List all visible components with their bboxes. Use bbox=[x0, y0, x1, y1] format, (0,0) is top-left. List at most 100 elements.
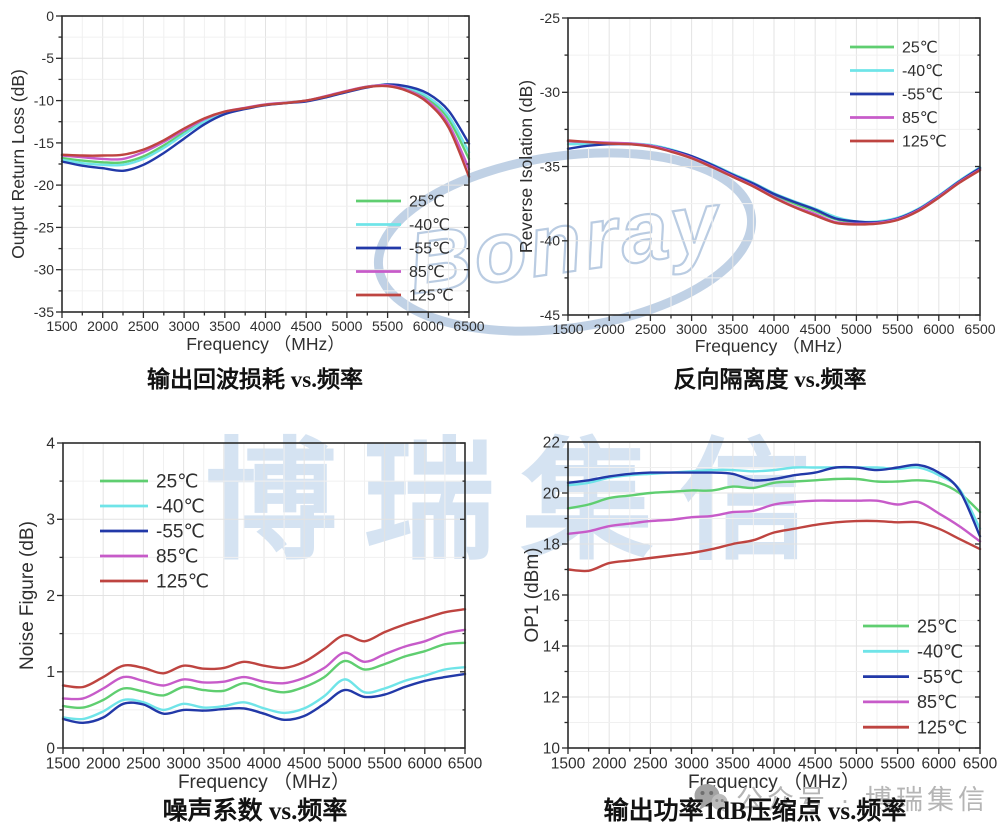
series-t85-line bbox=[61, 628, 467, 701]
x-tick-label: 3000 bbox=[169, 318, 200, 334]
legend-label-tm40: -40℃ bbox=[156, 497, 205, 518]
series-tm55-line bbox=[61, 672, 467, 725]
legend-label-t125: 125℃ bbox=[156, 572, 209, 593]
x-tick-label: 3500 bbox=[717, 321, 748, 337]
y-tick-label: -40 bbox=[540, 233, 560, 249]
series-lines bbox=[566, 463, 982, 573]
legend-item-t125: 125℃ bbox=[863, 718, 967, 738]
caption-noise-figure: 噪声系数 vs.频率 bbox=[162, 798, 348, 825]
y-tick-label: 4 bbox=[46, 435, 55, 452]
legend-label-tm40: -40℃ bbox=[409, 217, 450, 234]
legend-item-t85: 85℃ bbox=[850, 110, 938, 127]
tick-labels: 1500 2000 2500 3000 3500 4000 4500 5000 5500 6000… bbox=[34, 8, 485, 334]
caption-reverse-isolation: 反向隔离度 vs.频率 bbox=[673, 367, 867, 392]
x-axis-title: Frequency （MHz） bbox=[695, 336, 854, 356]
series-lines bbox=[566, 139, 982, 226]
series-lines bbox=[61, 608, 467, 725]
caption-output-return-loss: 输出回波损耗 vs.频率 bbox=[147, 367, 363, 392]
x-tick-label: 6500 bbox=[453, 318, 484, 334]
x-tick-label: 1500 bbox=[552, 321, 583, 337]
series-lines bbox=[60, 83, 471, 178]
series-t25-line bbox=[61, 641, 467, 710]
grid bbox=[63, 443, 465, 748]
x-tick-label: 6000 bbox=[922, 756, 957, 773]
x-tick-label: 5000 bbox=[331, 318, 362, 334]
legend-label-t25: 25℃ bbox=[409, 194, 445, 211]
x-tick-label: 2000 bbox=[592, 756, 627, 773]
x-tick-label: 2000 bbox=[86, 756, 121, 773]
legend-item-t25: 25℃ bbox=[850, 40, 938, 57]
series-tm40-line bbox=[566, 466, 982, 530]
legend-label-t25: 25℃ bbox=[917, 616, 957, 636]
y-tick-label: -30 bbox=[34, 262, 54, 278]
legend-item-tm55: -55℃ bbox=[850, 87, 943, 104]
legend-label-t25: 25℃ bbox=[156, 472, 198, 493]
chart-op1: 1500 2000 2500 3000 3500 4000 4500 5000 5500 6000… bbox=[522, 434, 998, 793]
series-tm40-line bbox=[61, 666, 467, 721]
y-axis-title: OP1 (dBm) bbox=[522, 547, 543, 642]
legend-item-t125: 125℃ bbox=[100, 572, 209, 593]
x-tick-label: 1500 bbox=[46, 756, 81, 773]
axis-ticks bbox=[57, 442, 466, 754]
logo-ellipse bbox=[373, 148, 757, 336]
y-tick-label: -20 bbox=[34, 177, 54, 193]
y-tick-label: 12 bbox=[543, 689, 560, 706]
y-axis-title: Noise Figure (dB) bbox=[17, 521, 38, 670]
legend-item-t125: 125℃ bbox=[356, 288, 454, 305]
legend-item-tm40: -40℃ bbox=[863, 642, 963, 662]
axis-ticks bbox=[562, 441, 981, 754]
legend-label-tm55: -55℃ bbox=[917, 667, 963, 687]
chart-reverse-isolation: 1500 2000 2500 3000 3500 4000 4500 5000 5500 6000… bbox=[516, 10, 996, 356]
x-tick-label: 5500 bbox=[882, 321, 913, 337]
legend-label-tm55: -55℃ bbox=[156, 522, 205, 543]
x-tick-label: 2000 bbox=[594, 321, 625, 337]
legend: 25℃ -40℃ -55℃ 85℃ 125℃ bbox=[863, 616, 967, 738]
axis-ticks bbox=[56, 15, 470, 318]
x-tick-label: 2000 bbox=[87, 318, 118, 334]
x-tick-label: 4000 bbox=[757, 756, 792, 773]
legend-item-t25: 25℃ bbox=[863, 616, 957, 636]
series-t125-line bbox=[61, 608, 467, 689]
y-tick-label: -15 bbox=[34, 135, 54, 151]
y-tick-label: 18 bbox=[543, 536, 560, 553]
legend: 25℃ -40℃ -55℃ 85℃ 125℃ bbox=[356, 194, 454, 305]
x-tick-label: 4000 bbox=[758, 321, 789, 337]
legend-item-tm40: -40℃ bbox=[100, 497, 205, 518]
grid bbox=[568, 18, 980, 315]
x-tick-label: 5500 bbox=[880, 756, 915, 773]
legend-label-t85: 85℃ bbox=[902, 110, 938, 127]
footer-watermark: 公众号 · 博瑞集信 bbox=[694, 778, 989, 817]
x-axis-title: Frequency （MHz） bbox=[186, 334, 345, 354]
legend-label-t125: 125℃ bbox=[917, 718, 967, 738]
y-tick-label: 16 bbox=[543, 587, 560, 604]
legend-label-tm40: -40℃ bbox=[902, 63, 943, 80]
caption-op1: 输出功率1dB压缩点 vs.频率 bbox=[603, 798, 907, 825]
bonray-logo-watermark: Bonray bbox=[373, 148, 757, 336]
x-tick-label: 5000 bbox=[841, 321, 872, 337]
x-tick-label: 5000 bbox=[839, 756, 874, 773]
series-t85-line bbox=[566, 499, 982, 543]
x-tick-label: 4500 bbox=[798, 756, 833, 773]
x-tick-label: 1500 bbox=[551, 756, 586, 773]
y-tick-label: -5 bbox=[42, 50, 55, 66]
legend: 25℃ -40℃ -55℃ 85℃ 125℃ bbox=[100, 472, 209, 593]
legend-label-t125: 125℃ bbox=[409, 288, 454, 305]
y-tick-label: 0 bbox=[46, 8, 54, 24]
y-tick-label: -25 bbox=[540, 10, 560, 26]
x-tick-label: 3500 bbox=[716, 756, 751, 773]
y-tick-label: 3 bbox=[46, 512, 55, 529]
tick-labels: 1500 2000 2500 3000 3500 4000 4500 5000 5500 6000… bbox=[46, 435, 483, 772]
x-tick-label: 3000 bbox=[674, 756, 709, 773]
x-tick-label: 4500 bbox=[800, 321, 831, 337]
series-t125-line bbox=[566, 519, 982, 573]
x-tick-label: 4000 bbox=[247, 756, 282, 773]
y-tick-label: 10 bbox=[543, 740, 561, 757]
legend-label-t85: 85℃ bbox=[917, 692, 957, 712]
wechat-icon bbox=[694, 783, 728, 812]
x-tick-label: 5500 bbox=[372, 318, 403, 334]
y-tick-label: -45 bbox=[540, 307, 560, 323]
series-tm55-line bbox=[566, 463, 982, 538]
legend-item-t85: 85℃ bbox=[100, 547, 198, 568]
y-tick-label: 22 bbox=[543, 434, 560, 451]
